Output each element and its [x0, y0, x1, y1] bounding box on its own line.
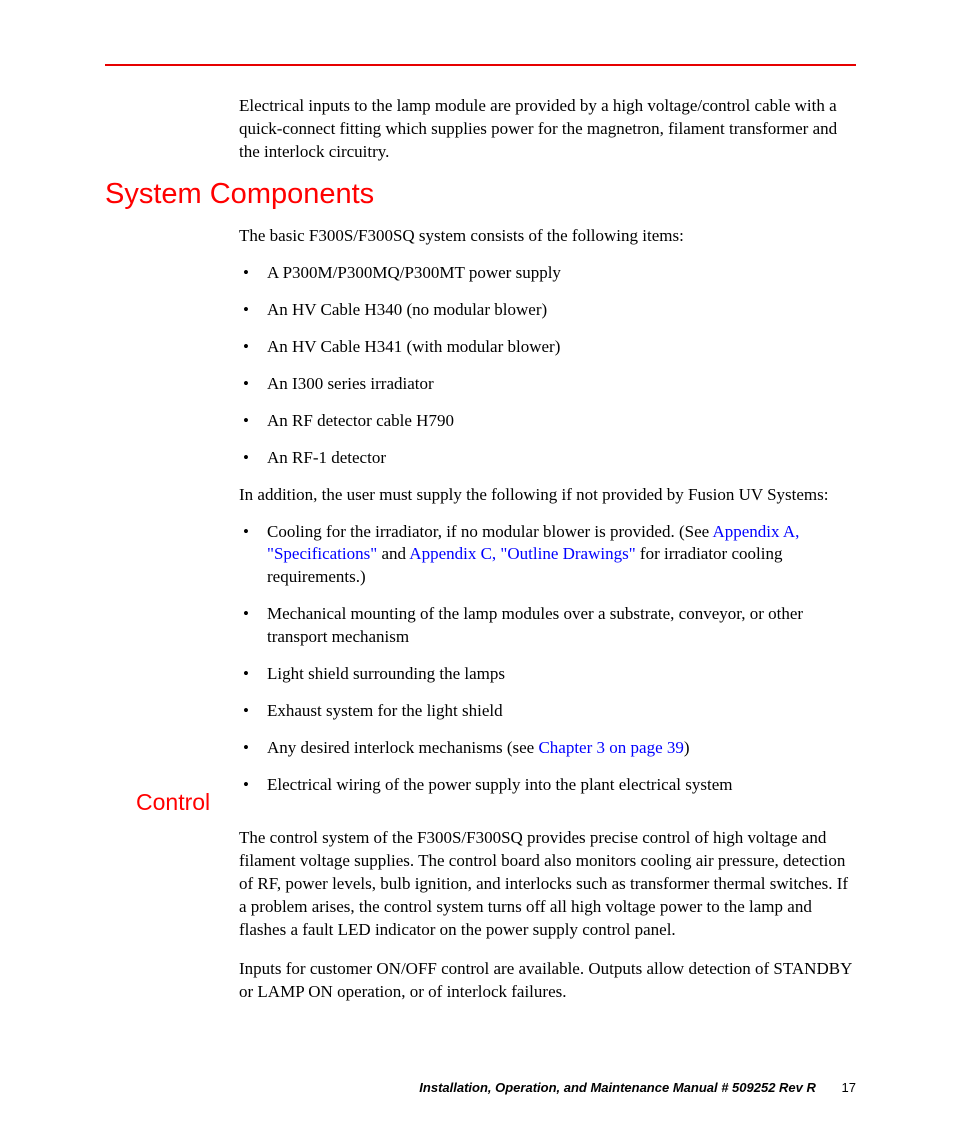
text-run: and — [377, 544, 409, 563]
lead-paragraph: The basic F300S/F300SQ system consists o… — [239, 225, 849, 248]
list-item: An RF detector cable H790 — [239, 410, 849, 433]
list-item: Mechanical mounting of the lamp modules … — [239, 603, 849, 649]
list-item: Cooling for the irradiator, if no modula… — [239, 521, 849, 590]
heading-control: Control — [136, 789, 210, 816]
link-appendix-c[interactable]: Appendix C, "Outline Drawings" — [409, 544, 635, 563]
intro-paragraph: Electrical inputs to the lamp module are… — [239, 95, 849, 164]
document-page: Electrical inputs to the lamp module are… — [0, 0, 954, 1145]
text-run: Any desired interlock mechanisms (see — [267, 738, 538, 757]
page-number: 17 — [842, 1080, 856, 1095]
list-item: Electrical wiring of the power supply in… — [239, 774, 849, 797]
list-item: Any desired interlock mechanisms (see Ch… — [239, 737, 849, 760]
basic-items-list: A P300M/P300MQ/P300MT power supply An HV… — [239, 262, 849, 470]
page-footer: Installation, Operation, and Maintenance… — [0, 1080, 856, 1095]
list-item: Exhaust system for the light shield — [239, 700, 849, 723]
list-item: An HV Cable H341 (with modular blower) — [239, 336, 849, 359]
text-run: Cooling for the irradiator, if no modula… — [267, 522, 712, 541]
list-item: An I300 series irradiator — [239, 373, 849, 396]
section-system-components: The basic F300S/F300SQ system consists o… — [239, 225, 849, 811]
link-chapter-3[interactable]: Chapter 3 on page 39 — [538, 738, 683, 757]
paragraph: The control system of the F300S/F300SQ p… — [239, 827, 856, 942]
header-rule — [105, 64, 856, 66]
heading-system-components: System Components — [105, 178, 374, 211]
footer-title: Installation, Operation, and Maintenance… — [419, 1080, 816, 1095]
list-item: An RF-1 detector — [239, 447, 849, 470]
list-item: A P300M/P300MQ/P300MT power supply — [239, 262, 849, 285]
section-control: The control system of the F300S/F300SQ p… — [239, 827, 856, 1020]
text-run: ) — [684, 738, 690, 757]
list-item: Light shield surrounding the lamps — [239, 663, 849, 686]
paragraph: Inputs for customer ON/OFF control are a… — [239, 958, 856, 1004]
additional-items-list: Cooling for the irradiator, if no modula… — [239, 521, 849, 797]
additional-lead: In addition, the user must supply the fo… — [239, 484, 849, 507]
list-item: An HV Cable H340 (no modular blower) — [239, 299, 849, 322]
